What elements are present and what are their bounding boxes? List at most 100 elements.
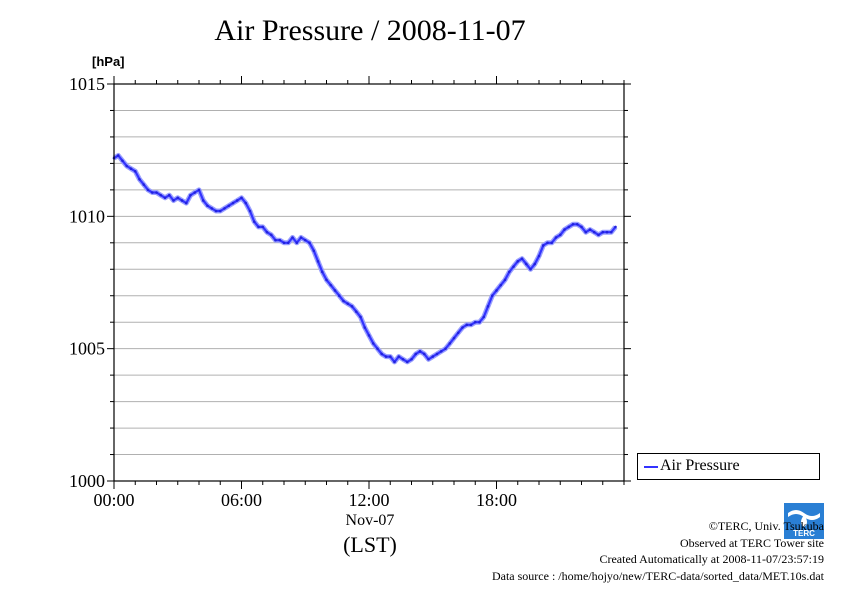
data-point (303, 238, 307, 242)
data-point (189, 193, 192, 197)
x-axis-timezone-label: (LST) (343, 532, 397, 557)
data-point (588, 228, 592, 231)
y-tick-label: 1000 (69, 471, 105, 491)
data-point (138, 177, 141, 181)
data-point (316, 260, 320, 263)
data-point (601, 230, 605, 234)
data-point (575, 222, 579, 226)
data-point (291, 236, 294, 239)
data-point (512, 265, 515, 268)
data-point (363, 326, 367, 329)
data-point (274, 238, 277, 242)
data-point (359, 315, 362, 319)
data-point (342, 299, 345, 303)
axis-ticks: 1000 1005 1010 1015 00:00 06:00 12:00 18:00 (69, 74, 631, 510)
data-point (439, 350, 443, 353)
data-point (380, 352, 384, 356)
data-point (367, 334, 371, 337)
data-point (524, 262, 528, 266)
data-point (325, 278, 328, 282)
data-point (329, 283, 333, 287)
x-tick-label: 00:00 (93, 490, 134, 510)
data-point (546, 241, 549, 245)
data-point (121, 159, 124, 163)
data-point (261, 225, 265, 229)
data-point (461, 326, 464, 329)
data-point (125, 164, 129, 168)
data-point (231, 201, 235, 205)
credits: ©TERC, Univ. Tsukuba Observed at TERC To… (492, 518, 824, 584)
data-point (554, 236, 558, 239)
data-point (537, 254, 541, 258)
legend-swatch (644, 466, 658, 468)
plot-frame (113, 83, 625, 482)
data-point (529, 267, 532, 271)
data-point (346, 302, 350, 305)
data-point (473, 320, 477, 324)
data-point (350, 305, 354, 308)
data-point (507, 270, 511, 274)
data-point (218, 209, 222, 213)
data-point (435, 352, 439, 356)
logo-text: TERC (793, 529, 815, 538)
data-point (482, 315, 486, 319)
data-point (444, 347, 447, 350)
data-point (240, 196, 243, 200)
data-point (129, 167, 133, 170)
legend: Air Pressure (637, 453, 820, 480)
data-point (282, 241, 286, 245)
data-point (193, 191, 197, 194)
data-point (609, 230, 613, 234)
data-point (410, 357, 413, 361)
data-point (486, 305, 490, 308)
data-point (456, 331, 460, 335)
y-tick-label: 1005 (69, 339, 105, 359)
data-point (388, 355, 392, 358)
x-tick-label: 12:00 (348, 490, 389, 510)
legend-label: Air Pressure (660, 457, 740, 474)
data-point (223, 207, 226, 210)
data-point (295, 241, 299, 245)
data-point (571, 222, 575, 226)
data-point (308, 241, 311, 245)
created-text: Created Automatically at 2008-11-07/23:5… (599, 552, 824, 566)
data-point (592, 230, 596, 234)
data-point (206, 204, 209, 208)
data-point (490, 294, 494, 298)
data-point (146, 188, 150, 192)
data-point (354, 310, 358, 313)
data-point (257, 225, 260, 229)
data-point (495, 289, 498, 292)
data-point (320, 270, 324, 274)
data-point (159, 193, 163, 197)
data-point (150, 191, 154, 194)
data-point (516, 260, 520, 263)
data-point (605, 230, 609, 234)
series-layer (112, 153, 618, 365)
y-tick-label: 1010 (69, 206, 105, 226)
data-point (180, 199, 184, 202)
y-tick-label: 1015 (69, 74, 105, 94)
x-tick-label: 18:00 (476, 490, 517, 510)
data-point (393, 360, 396, 364)
data-point (584, 230, 588, 234)
data-point (597, 233, 600, 237)
data-point (614, 225, 617, 229)
data-point (550, 241, 554, 245)
data-point (563, 228, 566, 231)
series-halo (112, 153, 618, 365)
data-point (176, 196, 180, 200)
copyright-text: ©TERC, Univ. Tsukuba (708, 519, 824, 533)
data-point (580, 225, 583, 229)
data-point (533, 262, 537, 266)
data-point (252, 220, 256, 223)
x-tick-label: 06:00 (221, 490, 262, 510)
data-point (397, 355, 401, 358)
data-point (567, 225, 571, 229)
data-point (235, 199, 239, 202)
data-point (520, 257, 524, 260)
data-point (167, 193, 171, 197)
data-point (269, 233, 273, 237)
data-point (197, 188, 201, 192)
